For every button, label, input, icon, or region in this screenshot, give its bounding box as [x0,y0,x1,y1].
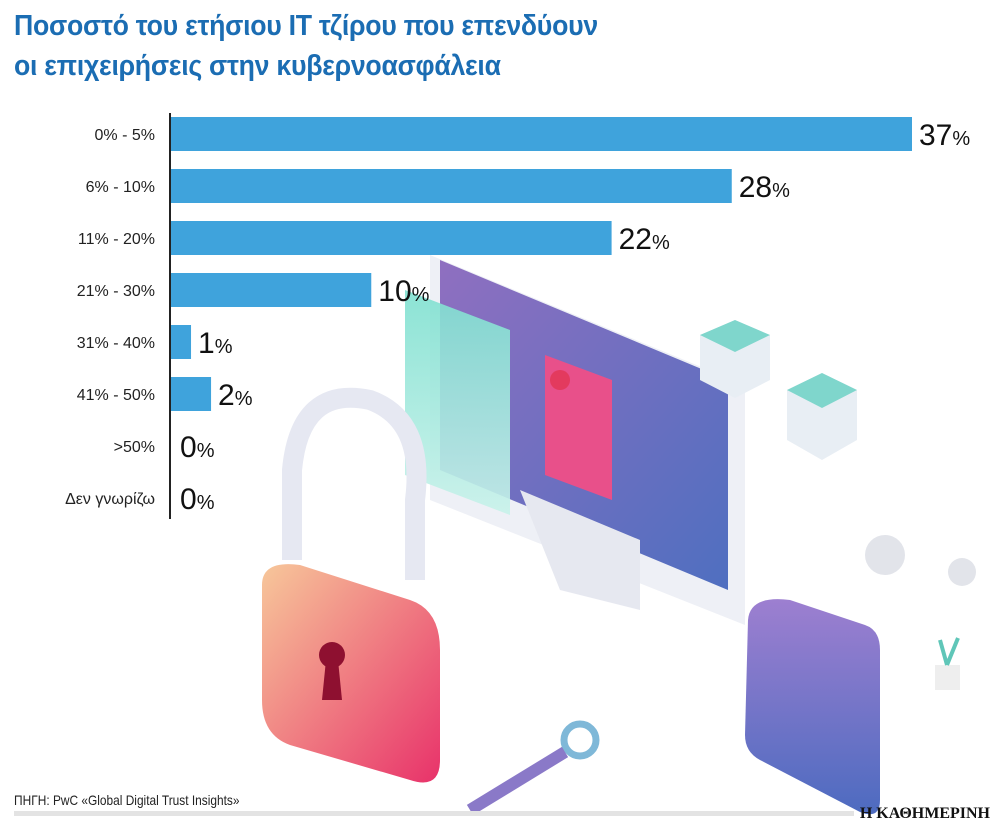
footer-divider [14,811,854,816]
value-label: 10% [378,275,429,308]
value-label: 37% [919,119,970,152]
category-label: 41% - 50% [77,387,155,404]
plant-icon [935,637,960,690]
bar [171,117,912,151]
bar [171,325,192,359]
title-line-1: Ποσοστό του ετήσιου IT τζίρου που επενδύ… [14,10,598,42]
bar [171,273,372,307]
category-label: 6% - 10% [86,179,155,196]
value-label: 1% [198,327,233,360]
category-label: 11% - 20% [78,231,155,248]
value-label: 22% [619,223,670,256]
chart-title: Ποσοστό του ετήσιου IT τζίρου που επενδύ… [14,6,598,86]
category-label: 21% - 30% [77,283,155,300]
key-icon [466,720,600,816]
title-line-2: οι επιχειρήσεις στην κυβερνοασφάλεια [14,50,501,82]
source-note: ΠΗΓΗ: PwC «Global Digital Trust Insights… [14,792,240,808]
bar [171,377,212,411]
server-cube-icon [700,320,857,460]
category-label: 0% - 5% [95,127,155,144]
value-label: 2% [218,379,253,412]
bar [171,169,732,203]
smartphone-icon [745,599,880,815]
value-label: 28% [739,171,790,204]
category-label: Δεν γνωρίζω [65,491,155,508]
category-label: 31% - 40% [77,335,155,352]
publisher-logo: Η ΚΑΘΗΜΕΡΙΝΗ [859,805,990,822]
bar [171,221,612,255]
value-label: 0% [180,483,215,516]
document-panel-icon [405,290,612,515]
padlock-icon [262,387,440,783]
value-label: 0% [180,431,215,464]
category-label: >50% [114,439,155,456]
gears-icon [865,535,976,586]
